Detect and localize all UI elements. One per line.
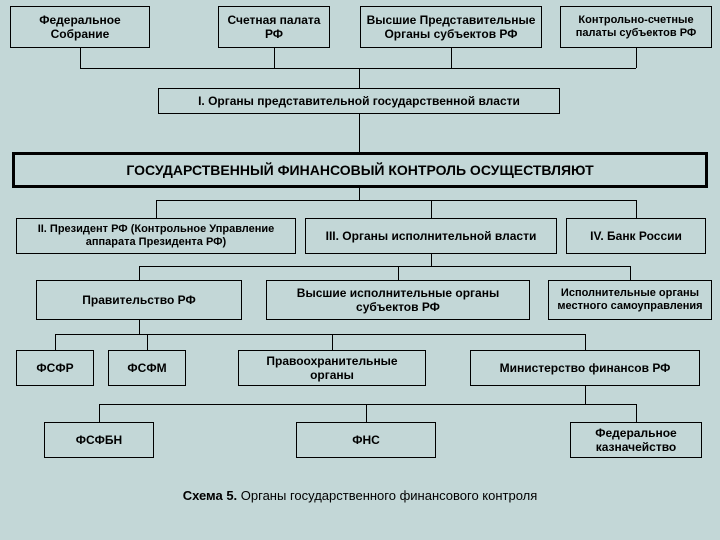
box-vysshie-ispoln: Высшие исполнительные органы субъектов Р… bbox=[266, 280, 530, 320]
box-prezident: II. Президент РФ (Контрольное Управление… bbox=[16, 218, 296, 254]
conn bbox=[80, 48, 81, 68]
caption-text: Органы государственного финансового конт… bbox=[237, 488, 537, 503]
caption-label: Схема 5. bbox=[183, 488, 237, 503]
conn bbox=[139, 266, 630, 267]
conn bbox=[398, 266, 399, 280]
box-kontr-schet: Контрольно-счетные палаты субъектов РФ bbox=[560, 6, 712, 48]
box-gfk: ГОСУДАРСТВЕННЫЙ ФИНАНСОВЫЙ КОНТРОЛЬ ОСУЩ… bbox=[12, 152, 708, 188]
box-fns: ФНС bbox=[296, 422, 436, 458]
box-ispoln-vlast: III. Органы исполнительной власти bbox=[305, 218, 557, 254]
conn bbox=[55, 334, 585, 335]
conn bbox=[274, 48, 275, 68]
conn bbox=[80, 68, 636, 69]
diagram-caption: Схема 5. Органы государственного финансо… bbox=[0, 488, 720, 503]
box-ispoln-mestnogo: Исполнительные органы местного самоуправ… bbox=[548, 280, 712, 320]
box-organy-pred: I. Органы представительной государственн… bbox=[158, 88, 560, 114]
box-fed-sobranie: Федеральное Собрание bbox=[10, 6, 150, 48]
box-fsfbn: ФСФБН bbox=[44, 422, 154, 458]
box-pravitelstvo: Правительство РФ bbox=[36, 280, 242, 320]
conn bbox=[585, 334, 586, 350]
conn bbox=[431, 254, 432, 266]
conn bbox=[139, 266, 140, 280]
conn bbox=[431, 200, 432, 218]
conn bbox=[332, 334, 333, 350]
conn bbox=[359, 188, 360, 200]
conn bbox=[636, 48, 637, 68]
conn bbox=[636, 200, 637, 218]
conn bbox=[147, 334, 148, 350]
conn bbox=[636, 404, 637, 422]
box-fed-kazn: Федеральное казначейство bbox=[570, 422, 702, 458]
conn bbox=[451, 48, 452, 68]
conn bbox=[359, 68, 360, 88]
conn bbox=[156, 200, 157, 218]
conn bbox=[359, 114, 360, 152]
conn bbox=[99, 404, 636, 405]
conn bbox=[366, 404, 367, 422]
conn bbox=[630, 266, 631, 280]
conn bbox=[55, 334, 56, 350]
box-vysshie-pred: Высшие Представительные Органы субъектов… bbox=[360, 6, 542, 48]
conn bbox=[585, 386, 586, 404]
box-bank-rossii: IV. Банк России bbox=[566, 218, 706, 254]
box-fsfm: ФСФМ bbox=[108, 350, 186, 386]
conn bbox=[99, 404, 100, 422]
conn bbox=[139, 320, 140, 334]
box-pravookhr: Правоохранительные органы bbox=[238, 350, 426, 386]
box-schet-palata: Счетная палата РФ bbox=[218, 6, 330, 48]
box-minfin: Министерство финансов РФ bbox=[470, 350, 700, 386]
box-fsfr: ФСФР bbox=[16, 350, 94, 386]
conn bbox=[156, 200, 636, 201]
